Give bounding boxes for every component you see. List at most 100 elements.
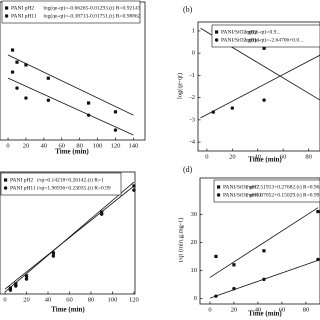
- data-point: [51, 251, 55, 255]
- data-point: [24, 63, 28, 67]
- y-axis-label: log(qe-qt): [176, 73, 183, 99]
- legend-marker: [216, 193, 221, 197]
- legend-equation: log(qe-qt)=-0.38713-0.01751.(t) R=0.9886…: [43, 12, 140, 19]
- data-point: [100, 212, 104, 216]
- x-tick-label: 20: [23, 142, 30, 149]
- x-tick-label: 20: [23, 296, 30, 303]
- data-point: [24, 274, 29, 278]
- x-tick-label: 60: [59, 142, 66, 149]
- fit-line: [7, 54, 134, 116]
- data-point: [10, 70, 15, 74]
- panel-label: (b): [183, 5, 193, 14]
- plot-frame: [197, 21, 320, 152]
- data-point: [24, 96, 28, 100]
- legend-marker: [214, 38, 219, 42]
- x-tick-label: 0: [3, 296, 6, 303]
- data-point: [24, 277, 29, 281]
- legend-box: [213, 179, 320, 203]
- legend-name: PANI/SiO2 pH11: [223, 192, 262, 198]
- x-tick-label: 20: [229, 153, 236, 160]
- x-tick-label: 60: [66, 296, 73, 303]
- y-tick-label: -1: [190, 72, 195, 79]
- x-tick-label: 20: [231, 306, 238, 313]
- x-tick-label: 80: [88, 296, 95, 303]
- legend-marker: [217, 185, 221, 189]
- data-point: [132, 188, 136, 192]
- x-tick-label: 0: [6, 142, 9, 149]
- data-point: [316, 210, 320, 214]
- legend-name: PANI pH11: [10, 185, 36, 191]
- y-tick-label: 0: [192, 50, 195, 57]
- x-tick-label: 60: [279, 306, 286, 313]
- x-tick-label: 120: [129, 296, 139, 303]
- legend-marker: [4, 14, 9, 18]
- data-point: [8, 286, 13, 290]
- y-tick-label: 10: [191, 267, 198, 274]
- plot-frame: [0, 171, 136, 295]
- data-point: [132, 184, 136, 188]
- data-point: [8, 288, 13, 292]
- x-tick-label: 140: [128, 142, 138, 149]
- data-point: [232, 286, 236, 291]
- x-tick-label: 100: [108, 296, 118, 303]
- y-tick-label: 0: [194, 295, 197, 302]
- legend-equation: t/qt=0.14218+0.26142.(t) R=1: [37, 176, 104, 183]
- x-axis-label: Time (min): [248, 310, 282, 318]
- legend-equation: t/qt=7.51913+0.27682.(t) R=0.9636: [246, 183, 320, 190]
- y-tick-label: 1: [192, 27, 195, 34]
- data-point: [46, 76, 50, 80]
- legend-name: PANI/SiO2 pH2: [223, 184, 259, 190]
- data-point: [113, 128, 118, 132]
- x-tick-label: 120: [111, 142, 121, 149]
- x-tick-label: 0: [208, 306, 211, 313]
- data-point: [87, 101, 91, 105]
- data-point: [10, 48, 15, 52]
- x-tick-label: 40: [254, 153, 261, 160]
- legend-marker: [4, 178, 8, 182]
- legend-equation: log(qe-qt)=-2.64706+0.0...: [244, 36, 304, 43]
- x-tick-label: 100: [93, 142, 103, 149]
- x-tick-label: 40: [255, 306, 262, 313]
- legend-marker: [3, 186, 8, 190]
- legend-name: PANI pH2: [10, 177, 33, 183]
- legend-box: [211, 24, 320, 48]
- x-tick-label: 80: [76, 142, 83, 149]
- data-point: [14, 282, 18, 286]
- data-point: [14, 284, 18, 288]
- data-point: [15, 60, 19, 64]
- data-point: [15, 86, 19, 90]
- legend-equation: log(qe-qt)=-0.66265-0.01293.(t) R=0.9214…: [43, 4, 140, 11]
- legend-name: PANI/SiO2 pH2: [221, 29, 257, 35]
- fit-line: [209, 207, 319, 278]
- data-point: [262, 249, 266, 253]
- y-tick-label: -2: [190, 94, 195, 101]
- data-point: [113, 110, 118, 114]
- data-point: [232, 263, 236, 267]
- x-axis-label: Time (min): [248, 156, 282, 164]
- data-point: [316, 257, 320, 262]
- data-point: [262, 277, 266, 282]
- y-tick-label: -4: [190, 139, 196, 146]
- y-tick-label: 20: [191, 239, 198, 246]
- fit-line: [200, 54, 320, 119]
- legend-equation: t/qt=0.07052+0.15029.(t) R=0.99: [246, 191, 320, 198]
- x-tick-label: 0: [205, 153, 208, 160]
- legend-box: [0, 172, 122, 196]
- data-point: [211, 110, 215, 114]
- plot-frame: [199, 177, 320, 305]
- data-point: [230, 106, 235, 110]
- data-point: [51, 254, 56, 258]
- data-point: [214, 294, 218, 298]
- data-point: [262, 46, 266, 50]
- legend-equation: log(qe-qt)=0.9...: [244, 28, 281, 35]
- x-tick-label: 40: [45, 296, 52, 303]
- legend-marker: [215, 30, 219, 34]
- x-tick-label: 80: [303, 306, 310, 313]
- x-tick-label: 40: [41, 142, 48, 149]
- legend-name: PANI pH11: [11, 13, 37, 19]
- data-point: [46, 98, 51, 102]
- y-tick-label: 30: [191, 211, 198, 218]
- fit-line: [7, 77, 134, 136]
- fit-line: [4, 185, 135, 290]
